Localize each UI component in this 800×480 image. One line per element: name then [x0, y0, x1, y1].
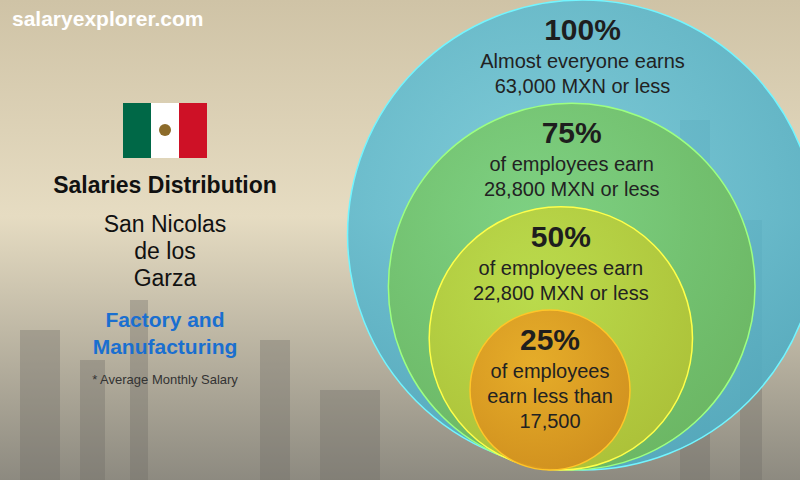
description: earn less than	[487, 385, 613, 407]
percentile-circle	[429, 207, 692, 470]
category: Manufacturing	[93, 335, 238, 358]
description: of employees earn	[479, 257, 644, 279]
note: * Average Monthly Salary	[92, 372, 238, 387]
category: Factory and	[105, 308, 224, 331]
percent-label: 25%	[520, 323, 580, 356]
subtitle: Garza	[134, 265, 197, 291]
percent-label: 50%	[531, 220, 591, 253]
flag-stripe	[151, 103, 179, 158]
flag-stripe	[179, 103, 207, 158]
percent-label: 75%	[542, 116, 602, 149]
percent-label: 100%	[544, 13, 621, 46]
percentile-circle	[470, 310, 630, 470]
description: 63,000 MXN or less	[495, 75, 671, 97]
description: of employees	[491, 360, 610, 382]
description: 22,800 MXN or less	[473, 282, 649, 304]
flag-stripe	[123, 103, 151, 158]
description: Almost everyone earns	[480, 50, 685, 72]
title: Salaries Distribution	[53, 172, 277, 198]
subtitle: de los	[134, 238, 195, 264]
circles	[348, 0, 800, 470]
description: 28,800 MXN or less	[484, 178, 660, 200]
silhouette	[320, 390, 380, 480]
flag	[123, 103, 207, 158]
percentile-circle	[348, 0, 800, 470]
subtitle: San Nicolas	[104, 211, 227, 237]
description: 17,500	[519, 410, 580, 432]
silhouette	[20, 330, 60, 480]
percentile-circle	[388, 103, 755, 470]
chart: 100% Almost everyone earns 63,000 MXN or l…	[0, 0, 800, 480]
flag-emblem	[159, 124, 171, 136]
silhouette	[260, 340, 290, 480]
left-panel: salaryexplorer.com Salaries Distribution S…	[12, 7, 277, 387]
circle-labels: 100% Almost everyone earns 63,000 MXN or l…	[473, 13, 685, 432]
description: of employees earn	[489, 153, 654, 175]
site-name: salaryexplorer.com	[12, 7, 203, 30]
